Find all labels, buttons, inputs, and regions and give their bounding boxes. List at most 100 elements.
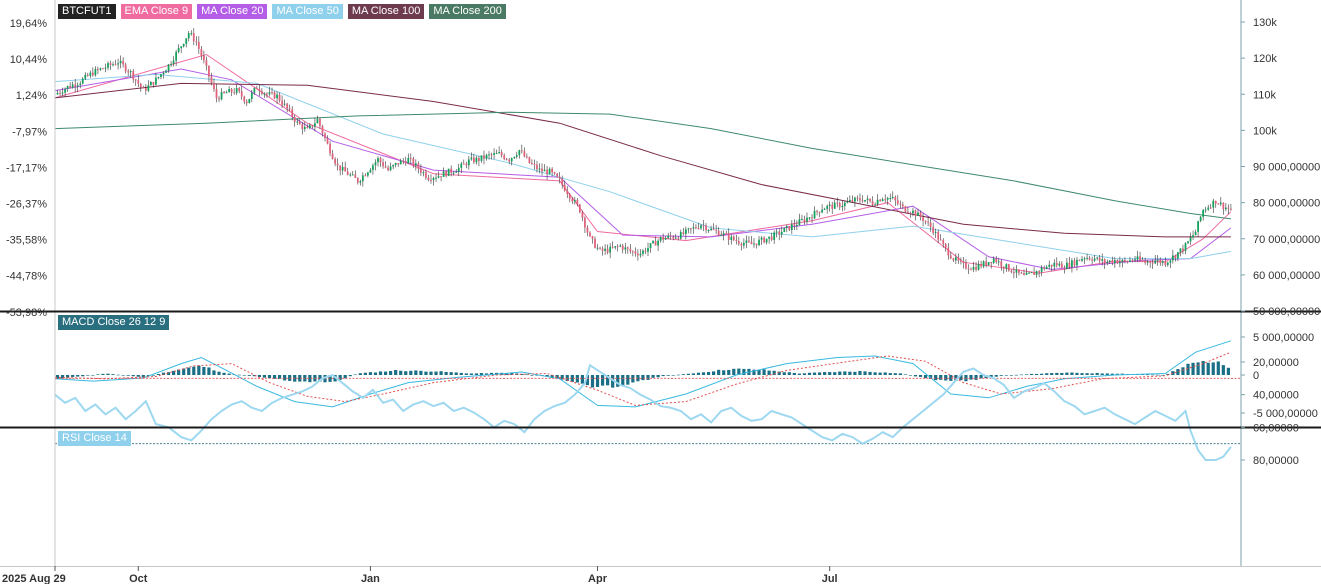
candle-body (808, 217, 811, 219)
macd-histogram-bar (762, 369, 766, 375)
macd-histogram-bar (1110, 373, 1114, 375)
candle-body (589, 232, 591, 237)
candle-body (919, 212, 922, 218)
candle-body (997, 261, 1000, 263)
candle-body (965, 263, 967, 269)
macd-histogram-bar (823, 372, 827, 375)
candle-body (1222, 202, 1225, 210)
legend-ma-200[interactable]: MA Close 200 (429, 4, 506, 19)
candle-body (445, 171, 448, 176)
candle-body (541, 168, 543, 172)
candle-body (293, 116, 296, 122)
candle-body (248, 98, 251, 104)
candle-body (344, 166, 347, 172)
macd-histogram-bar (1221, 365, 1225, 375)
candle-body (576, 200, 579, 205)
candle-body (972, 266, 975, 270)
legend-btcfut1[interactable]: BTCFUT1 (58, 4, 116, 19)
macd-histogram-bar (510, 372, 514, 375)
legend-ma-20[interactable]: MA Close 20 (197, 4, 268, 19)
candle-body (992, 258, 995, 263)
macd-histogram-bar (298, 375, 302, 382)
candle-body (1028, 272, 1030, 274)
macd-histogram-bar (151, 375, 156, 376)
candle-body (548, 168, 551, 175)
candle-body (813, 210, 816, 219)
legend-ma-50[interactable]: MA Close 50 (272, 4, 343, 19)
candle-body (561, 178, 564, 185)
candle-body (730, 236, 733, 240)
candle-body (427, 177, 430, 181)
candle-body (886, 198, 889, 200)
price-right-tick-label: 100k (1253, 125, 1277, 137)
candle-body (314, 123, 316, 127)
price-left-tick-label: 19,64% (10, 18, 48, 30)
macd-histogram-bar (116, 374, 120, 376)
candle-body (301, 124, 304, 130)
macd-histogram-bar (252, 375, 256, 377)
candle-body (488, 154, 490, 156)
macd-histogram-bar (60, 375, 65, 379)
macd-pane-label[interactable]: MACD Close 26 12 9 (58, 315, 170, 330)
macd-histogram-bar (343, 375, 347, 379)
candle-body (1050, 264, 1053, 267)
candle-body (700, 225, 702, 229)
macd-histogram-bar (934, 375, 938, 381)
candle-body (435, 177, 437, 179)
candle-body (334, 158, 336, 164)
candle-body (1023, 273, 1025, 275)
legend-ema-9[interactable]: EMA Close 9 (120, 4, 193, 19)
candle-body (157, 76, 160, 78)
macd-histogram-bar (1166, 373, 1170, 375)
macd-histogram-bar (939, 375, 943, 380)
candle-body (563, 184, 566, 191)
candle-body (114, 64, 117, 66)
macd-histogram-bar (474, 373, 479, 375)
macd-histogram-bar (661, 375, 665, 377)
candle-body (828, 204, 831, 206)
candle-body (503, 155, 506, 159)
macd-histogram-bar (994, 375, 998, 377)
macd-histogram-bar (858, 370, 862, 375)
macd-histogram-bar (570, 375, 574, 382)
macd-histogram-bar (404, 371, 408, 375)
candle-body (626, 247, 629, 249)
candle-body (316, 118, 319, 124)
candle-body (876, 199, 879, 205)
candle-body (980, 264, 982, 267)
macd-histogram-bar (505, 373, 509, 375)
macd-histogram-bar (91, 375, 95, 376)
candle-body (1083, 258, 1086, 260)
candle-body (91, 72, 94, 76)
candle-body (462, 163, 465, 165)
candle-body (187, 33, 190, 39)
macd-histogram-bar (520, 373, 524, 375)
macd-histogram-bar (656, 375, 660, 378)
candle-body (498, 151, 501, 154)
candle-body (1177, 252, 1179, 259)
macd-histogram-bar (606, 375, 610, 386)
candle-body (803, 219, 806, 222)
candle-body (662, 237, 665, 240)
candle-body (308, 125, 311, 129)
x-tick-label: Oct (129, 573, 148, 584)
candle-body (127, 71, 130, 73)
candle-body (132, 71, 135, 80)
macd-histogram-bar (1146, 374, 1150, 376)
macd-histogram-bar (878, 372, 882, 375)
candle-body (1224, 207, 1227, 210)
macd-histogram-bar (767, 370, 771, 375)
candle-body (364, 175, 367, 177)
candle-body (831, 204, 834, 209)
legend-ma-100[interactable]: MA Close 100 (347, 4, 425, 19)
candle-body (790, 224, 793, 231)
candle-body (884, 199, 887, 201)
candle-body (1033, 272, 1035, 275)
candle-body (170, 63, 172, 65)
candle-body (856, 197, 859, 199)
macd-signal-line (54, 351, 1232, 406)
candle-body (715, 229, 718, 231)
rsi-pane-label[interactable]: RSI Close 14 (58, 431, 131, 446)
macd-histogram-bar (1156, 374, 1160, 376)
candle-body (745, 240, 748, 243)
